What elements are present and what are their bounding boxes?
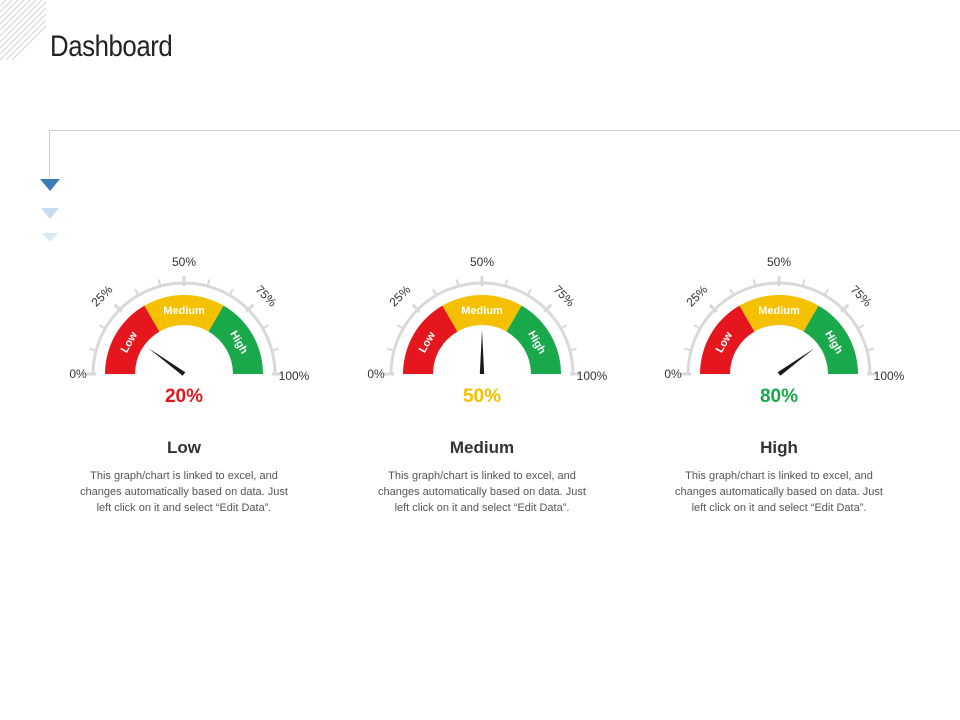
gauge-band-high [506, 305, 561, 374]
gauge-description: This graph/chart is linked to excel, and… [80, 470, 288, 514]
gauge-tick [823, 288, 829, 297]
chevron-down-icon [40, 179, 60, 242]
gauge-scale-label: 75% [551, 283, 578, 310]
gauge-title: High [760, 438, 798, 457]
gauge-tick [840, 303, 850, 313]
gauge-band-label: Medium [163, 305, 205, 317]
gauge-description: This graph/chart is linked to excel, and… [378, 470, 586, 514]
gauge-card-high: 0% 25% 50% 75% 100% Low Medium High 80% High Th… [659, 250, 904, 550]
gauge-tick [865, 347, 874, 352]
gauge-title: Medium [449, 438, 515, 457]
gauge-tick [270, 347, 279, 352]
gauge-tick [559, 324, 568, 330]
gauge-tick [856, 324, 865, 330]
gauge-band-label: Medium [461, 305, 503, 317]
gauge-scale-label: 75% [253, 283, 280, 310]
gauge-tick [134, 288, 140, 297]
gauge-scale-label: 100% [577, 369, 608, 383]
gauge-tick [526, 288, 532, 297]
gauge-scale-label: 50% [470, 255, 494, 269]
diagonal-hatch-icon [0, 0, 46, 60]
gauge-tick [432, 288, 438, 297]
gauge-scale-label: 0% [664, 367, 682, 381]
gauge-needle [479, 330, 485, 374]
gauge-scale-label: 0% [69, 367, 87, 381]
gauge-band-low [105, 305, 160, 374]
gauge-tick [98, 324, 107, 330]
gauge-card-low: 0% 25% 50% 75% 100% Low Medium High 20% Low Thi… [64, 250, 309, 550]
gauge-scale-label: 100% [279, 369, 310, 383]
gauge-needle [777, 348, 815, 376]
gauge-tick [729, 288, 735, 297]
gauge-band-medium [144, 295, 224, 332]
gauge-value: 80% [759, 386, 799, 407]
gauge-tick [245, 303, 255, 313]
gauge-tick [504, 279, 509, 288]
gauge-band-low [403, 305, 458, 374]
gauge-band-high [803, 305, 858, 374]
gauge-tick [387, 347, 396, 352]
gauge-tick [396, 324, 405, 330]
gauge-tick [157, 279, 162, 288]
gauge-title: Low [167, 438, 201, 457]
gauge-scale-label: 25% [89, 282, 116, 309]
gauge-card-medium: 0% 25% 50% 75% 100% Low Medium High 50% Medium … [362, 250, 607, 550]
gauge-value: 50% [462, 386, 502, 407]
gauge-description: This graph/chart is linked to excel, and… [675, 470, 883, 514]
frame-divider-vertical [49, 130, 50, 178]
gauge-tick [684, 347, 693, 352]
gauge-tick [261, 324, 270, 330]
gauge-scale-label: 25% [684, 282, 711, 309]
gauge-tick [752, 279, 757, 288]
gauge-tick [228, 288, 234, 297]
gauge-tick [206, 279, 211, 288]
gauge-scale-label: 50% [767, 255, 791, 269]
gauge-tick [113, 303, 123, 313]
page-title: Dashboard [50, 30, 173, 63]
gauge-band-medium [739, 295, 819, 332]
gauge-tick [801, 279, 806, 288]
gauge-tick [568, 347, 577, 352]
gauge-tick [543, 303, 553, 313]
gauge-tick [693, 324, 702, 330]
gauge-tick [89, 347, 98, 352]
gauge-needle [148, 348, 186, 376]
gauge-scale-label: 0% [367, 367, 385, 381]
gauge-tick [708, 303, 718, 313]
gauge-scale-label: 75% [848, 283, 875, 310]
gauge-tick [455, 279, 460, 288]
gauge-band-label: Medium [758, 305, 800, 317]
gauge-band-low [700, 305, 755, 374]
gauge-band-medium [442, 295, 522, 332]
gauge-scale-label: 50% [172, 255, 196, 269]
gauge-scale-label: 25% [387, 282, 414, 309]
gauge-band-high [208, 305, 263, 374]
gauge-tick [411, 303, 421, 313]
gauge-scale-label: 100% [874, 369, 905, 383]
frame-divider [49, 130, 960, 131]
gauge-value: 20% [164, 386, 204, 407]
